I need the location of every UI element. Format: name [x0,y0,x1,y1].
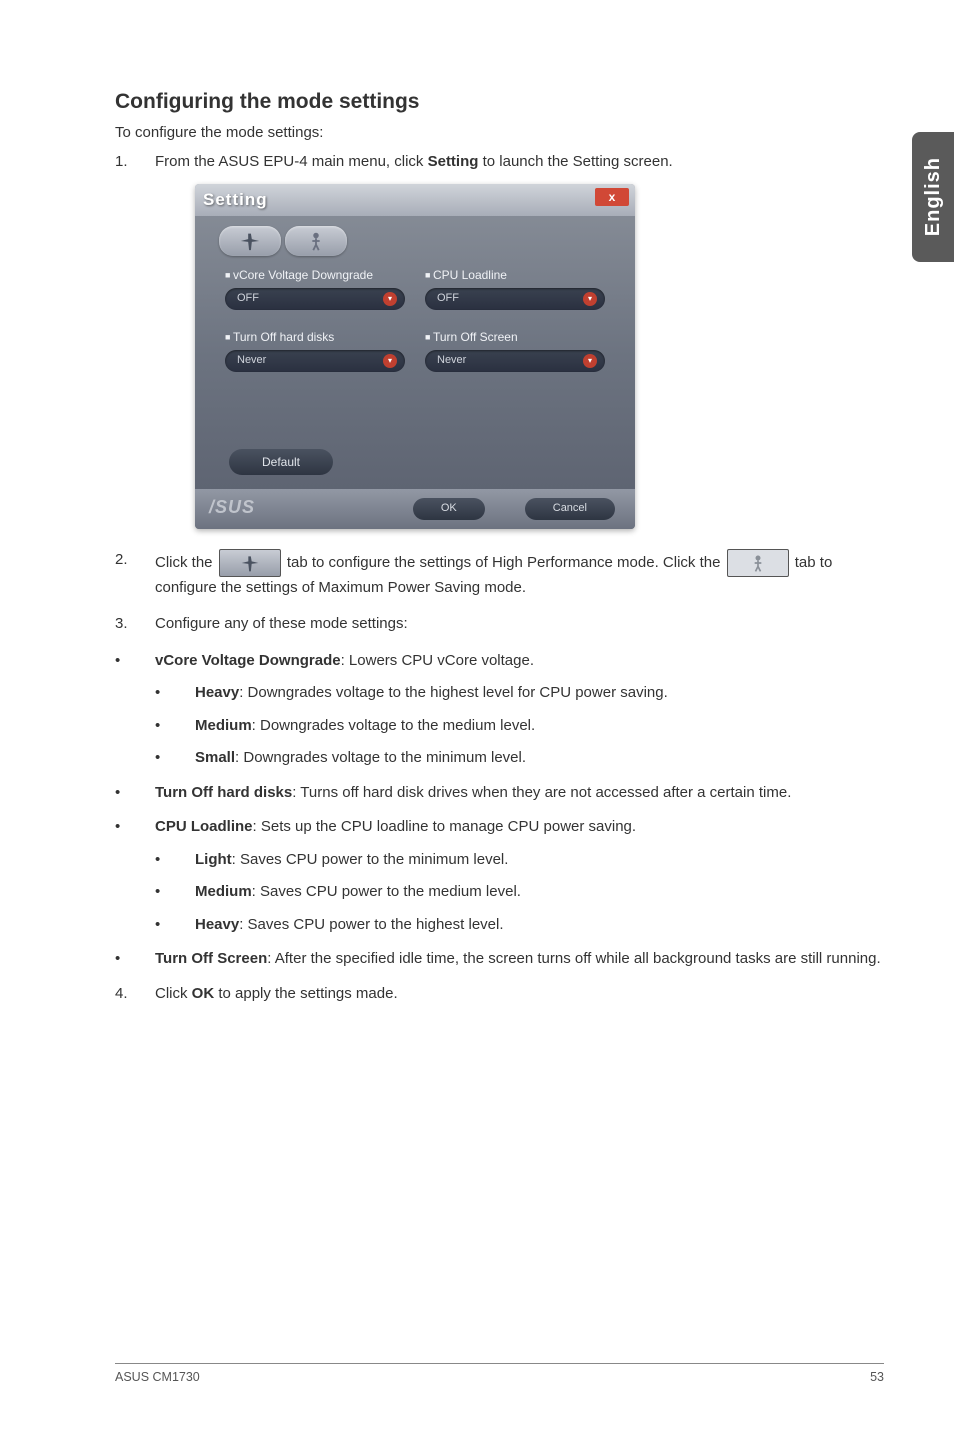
step4-bold: OK [192,985,215,1002]
fields-grid: vCore Voltage Downgrade OFF ▾ CPU Loadli… [225,266,605,372]
cancel-button[interactable]: Cancel [525,498,615,520]
b2-text: : Turns off hard disk drives when they a… [292,784,791,801]
b1s3-text: : Downgrades voltage to the minimum leve… [235,749,526,766]
inline-power-save-tab [727,549,789,577]
b3s1-bold: Light [195,851,232,868]
b3s3-bold: Heavy [195,916,239,933]
ok-label: OK [441,500,457,517]
b3s2-text: : Saves CPU power to the medium level. [252,883,521,900]
bullets-list: vCore Voltage Downgrade: Lowers CPU vCor… [115,650,884,971]
section-title: Configuring the mode settings [115,90,884,114]
chevron-down-icon: ▾ [383,292,397,306]
bottom-bar: /SUS OK Cancel [195,489,635,529]
default-button[interactable]: Default [229,449,333,475]
plane-icon [239,230,261,252]
default-label: Default [262,453,300,471]
b3s3-text: : Saves CPU power to the highest level. [239,916,503,933]
hdd-dropdown[interactable]: Never ▾ [225,350,405,372]
hdd-value: Never [237,352,266,369]
inline-high-perf-tab [219,549,281,577]
loadline-subs: Light: Saves CPU power to the minimum le… [155,849,884,937]
vcore-field: vCore Voltage Downgrade OFF ▾ [225,266,405,310]
step2-pre: Click the [155,553,217,570]
b1-bold: vCore Voltage Downgrade [155,652,341,669]
screen-field: Turn Off Screen Never ▾ [425,328,605,372]
b3s2-bold: Medium [195,883,252,900]
asus-logo: /SUS [209,494,255,521]
sub-light: Light: Saves CPU power to the minimum le… [155,849,884,872]
bullet-vcore: vCore Voltage Downgrade: Lowers CPU vCor… [115,650,884,770]
bullet-screen: Turn Off Screen: After the specified idl… [115,948,884,971]
step1-bold: Setting [428,153,479,170]
loadline-label: CPU Loadline [425,266,605,284]
loadline-dropdown[interactable]: OFF ▾ [425,288,605,310]
sub-heavy: Heavy: Downgrades voltage to the highest… [155,682,884,705]
plane-icon [240,553,260,573]
screen-dropdown[interactable]: Never ▾ [425,350,605,372]
b1s1-bold: Heavy [195,684,239,701]
step-4: Click OK to apply the settings made. [115,983,884,1006]
loadline-value: OFF [437,290,459,307]
sub-medium2: Medium: Saves CPU power to the medium le… [155,881,884,904]
vcore-label: vCore Voltage Downgrade [225,266,405,284]
b4-text: : After the specified idle time, the scr… [267,950,880,967]
b1s2-bold: Medium [195,717,252,734]
b1s2-text: : Downgrades voltage to the medium level… [252,717,535,734]
tabs-row [219,226,347,256]
bullet-hdd: Turn Off hard disks: Turns off hard disk… [115,782,884,805]
ok-button[interactable]: OK [413,498,485,520]
loadline-field: CPU Loadline OFF ▾ [425,266,605,310]
footer-right: 53 [870,1370,884,1384]
vcore-dropdown[interactable]: OFF ▾ [225,288,405,310]
person-icon [748,553,768,573]
sub-heavy2: Heavy: Saves CPU power to the highest le… [155,914,884,937]
chevron-down-icon: ▾ [583,292,597,306]
step-2: Click the tab to configure the settings … [115,549,884,600]
step1-post: to launch the Setting screen. [478,153,672,170]
step2-mid: tab to configure the settings of High Pe… [287,553,725,570]
close-icon: x [609,188,616,206]
page-footer: ASUS CM1730 53 [115,1363,884,1384]
setting-screenshot: Setting x vCore Voltage Downgrade [195,184,635,529]
footer-left: ASUS CM1730 [115,1370,200,1384]
cancel-label: Cancel [553,500,587,517]
vcore-value: OFF [237,290,259,307]
b1s3-bold: Small [195,749,235,766]
power-saving-tab[interactable] [285,226,347,256]
screen-value: Never [437,352,466,369]
bullet-loadline: CPU Loadline: Sets up the CPU loadline t… [115,816,884,936]
b3-text: : Sets up the CPU loadline to manage CPU… [253,818,637,835]
page-content: Configuring the mode settings To configu… [0,0,954,1005]
chevron-down-icon: ▾ [383,354,397,368]
sub-medium: Medium: Downgrades voltage to the medium… [155,715,884,738]
step1-pre: From the ASUS EPU-4 main menu, click [155,153,428,170]
window-title: Setting [203,187,268,213]
steps-list-cont: Click OK to apply the settings made. [115,983,884,1006]
step-1: From the ASUS EPU-4 main menu, click Set… [115,151,884,529]
steps-list: From the ASUS EPU-4 main menu, click Set… [115,151,884,636]
step-3: Configure any of these mode settings: [115,613,884,636]
titlebar: Setting x [195,184,635,216]
hdd-label: Turn Off hard disks [225,328,405,346]
section-intro: To configure the mode settings: [115,124,884,141]
hdd-field: Turn Off hard disks Never ▾ [225,328,405,372]
high-performance-tab[interactable] [219,226,281,256]
chevron-down-icon: ▾ [583,354,597,368]
screen-label: Turn Off Screen [425,328,605,346]
vcore-subs: Heavy: Downgrades voltage to the highest… [155,682,884,770]
sub-small: Small: Downgrades voltage to the minimum… [155,747,884,770]
b4-bold: Turn Off Screen [155,950,267,967]
close-button[interactable]: x [595,188,629,206]
step4-post: to apply the settings made. [214,985,397,1002]
b3-bold: CPU Loadline [155,818,253,835]
b3s1-text: : Saves CPU power to the minimum level. [232,851,509,868]
b1-text: : Lowers CPU vCore voltage. [341,652,534,669]
person-icon [305,230,327,252]
b1s1-text: : Downgrades voltage to the highest leve… [239,684,668,701]
b2-bold: Turn Off hard disks [155,784,292,801]
step4-pre: Click [155,985,192,1002]
